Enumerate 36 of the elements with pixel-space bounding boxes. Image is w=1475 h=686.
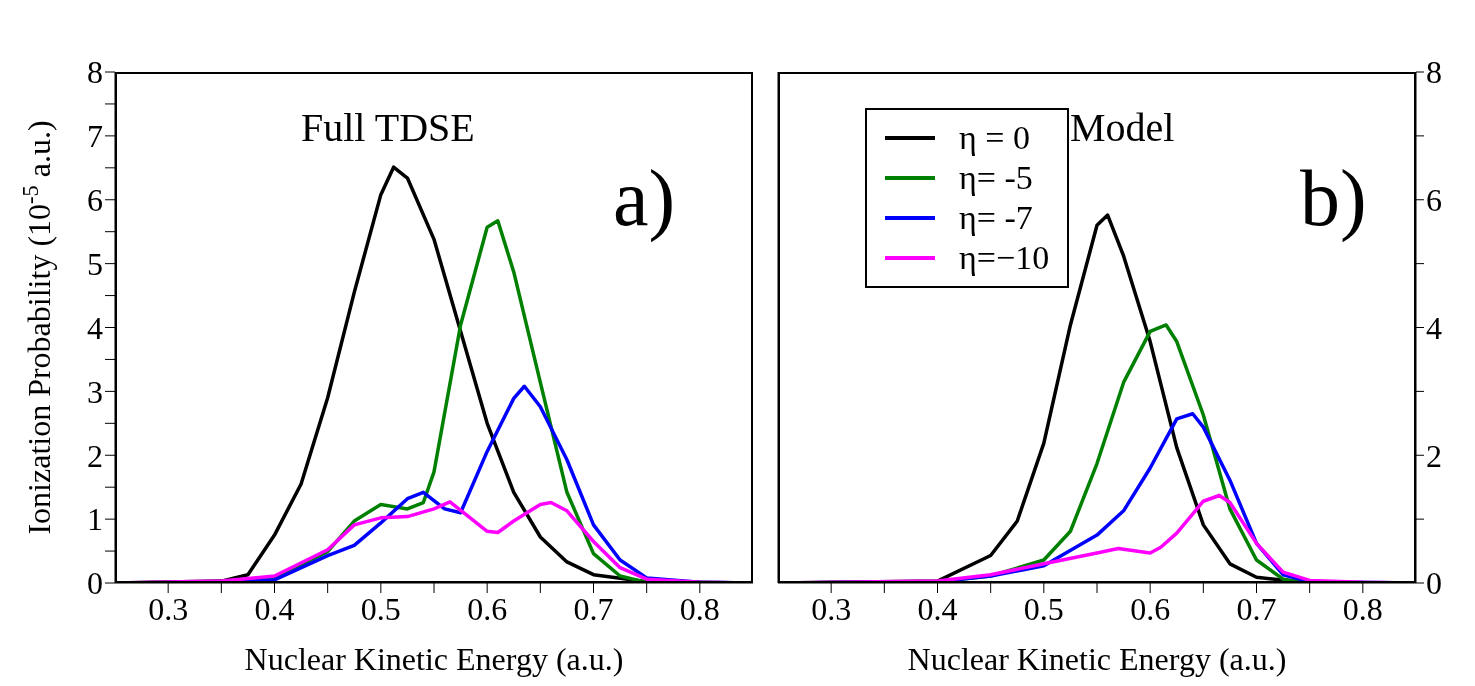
annotation: b) <box>1300 154 1367 242</box>
x-tick-label: 0.4 <box>917 590 958 627</box>
y-tick-label: 5 <box>87 245 103 282</box>
y-tick-label: 6 <box>87 182 103 219</box>
y-tick-label: 3 <box>87 373 103 410</box>
x-tick-label: 0.4 <box>254 590 295 627</box>
x-tick-label: 0.3 <box>148 590 189 627</box>
legend-label: η= -7 <box>959 198 1033 238</box>
y-tick-label: 4 <box>87 309 103 346</box>
annotation: Full TDSE <box>301 105 475 150</box>
x-tick-label: 0.8 <box>1342 590 1383 627</box>
annotation: Model <box>1070 105 1175 150</box>
y-tick-label: 1 <box>87 501 103 538</box>
x-axis-title: Nuclear Kinetic Energy (a.u.) <box>244 641 624 677</box>
x-tick-label: 0.5 <box>1023 590 1064 627</box>
x-tick-label: 0.6 <box>1130 590 1171 627</box>
x-tick-label: 0.3 <box>811 590 852 627</box>
y-tick-label: 2 <box>1426 437 1442 474</box>
y-tick-label: 2 <box>87 437 103 474</box>
x-tick-label: 0.6 <box>467 590 508 627</box>
annotation: a) <box>613 154 676 242</box>
y-tick-label: 6 <box>1426 182 1442 219</box>
legend-label: η = 0 <box>959 118 1030 158</box>
y-tick-label: 0 <box>87 565 103 602</box>
x-tick-label: 0.5 <box>360 590 401 627</box>
y-tick-label: 8 <box>1426 54 1442 91</box>
x-tick-label: 0.7 <box>1236 590 1277 627</box>
x-tick-label: 0.7 <box>573 590 614 627</box>
y-tick-label: 0 <box>1426 565 1442 602</box>
y-tick-label: 7 <box>87 118 103 155</box>
legend-label: η= -5 <box>959 158 1033 198</box>
x-axis-title: Nuclear Kinetic Energy (a.u.) <box>907 641 1287 677</box>
x-tick-label: 0.8 <box>679 590 720 627</box>
legend-label: η=−10 <box>959 238 1050 278</box>
y-tick-label: 4 <box>1426 309 1442 346</box>
y-tick-label: 8 <box>87 54 103 91</box>
